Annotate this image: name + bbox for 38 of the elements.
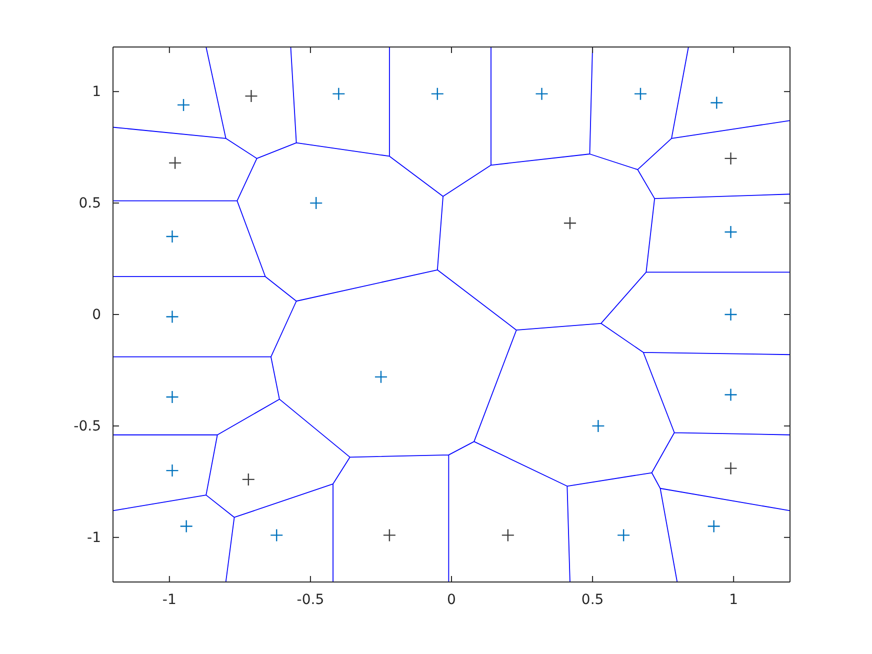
y-tick-label: 0 — [92, 306, 101, 323]
point — [707, 520, 720, 533]
point — [166, 310, 179, 324]
x-tick-label: 1 — [729, 592, 738, 608]
point — [634, 87, 648, 100]
point — [724, 308, 738, 322]
point — [168, 156, 182, 170]
point — [242, 472, 255, 486]
x-tick-label: -1 — [162, 592, 176, 608]
point — [374, 370, 388, 384]
x-tick-label: -0.5 — [296, 592, 324, 608]
point — [710, 96, 724, 110]
point — [166, 464, 179, 478]
point — [270, 528, 284, 542]
point — [166, 390, 179, 404]
point — [244, 89, 258, 103]
point — [501, 528, 515, 542]
point — [166, 230, 179, 244]
point — [382, 528, 396, 542]
point — [616, 528, 630, 542]
point — [180, 520, 193, 533]
y-tick-label: 0.5 — [78, 196, 101, 212]
point — [310, 196, 323, 210]
point — [724, 152, 738, 166]
point — [563, 216, 577, 230]
point — [724, 462, 738, 475]
point — [176, 98, 190, 112]
point — [332, 87, 346, 100]
point — [724, 225, 738, 239]
y-tick-label: 1 — [92, 84, 101, 100]
x-tick-label: 0 — [447, 592, 456, 608]
y-tick-label: -0.5 — [74, 418, 101, 434]
point — [535, 87, 548, 100]
point — [724, 388, 738, 402]
y-tick-label: -1 — [87, 530, 101, 546]
point — [430, 87, 444, 100]
x-tick-label: 0.5 — [581, 592, 604, 608]
point — [592, 419, 605, 433]
